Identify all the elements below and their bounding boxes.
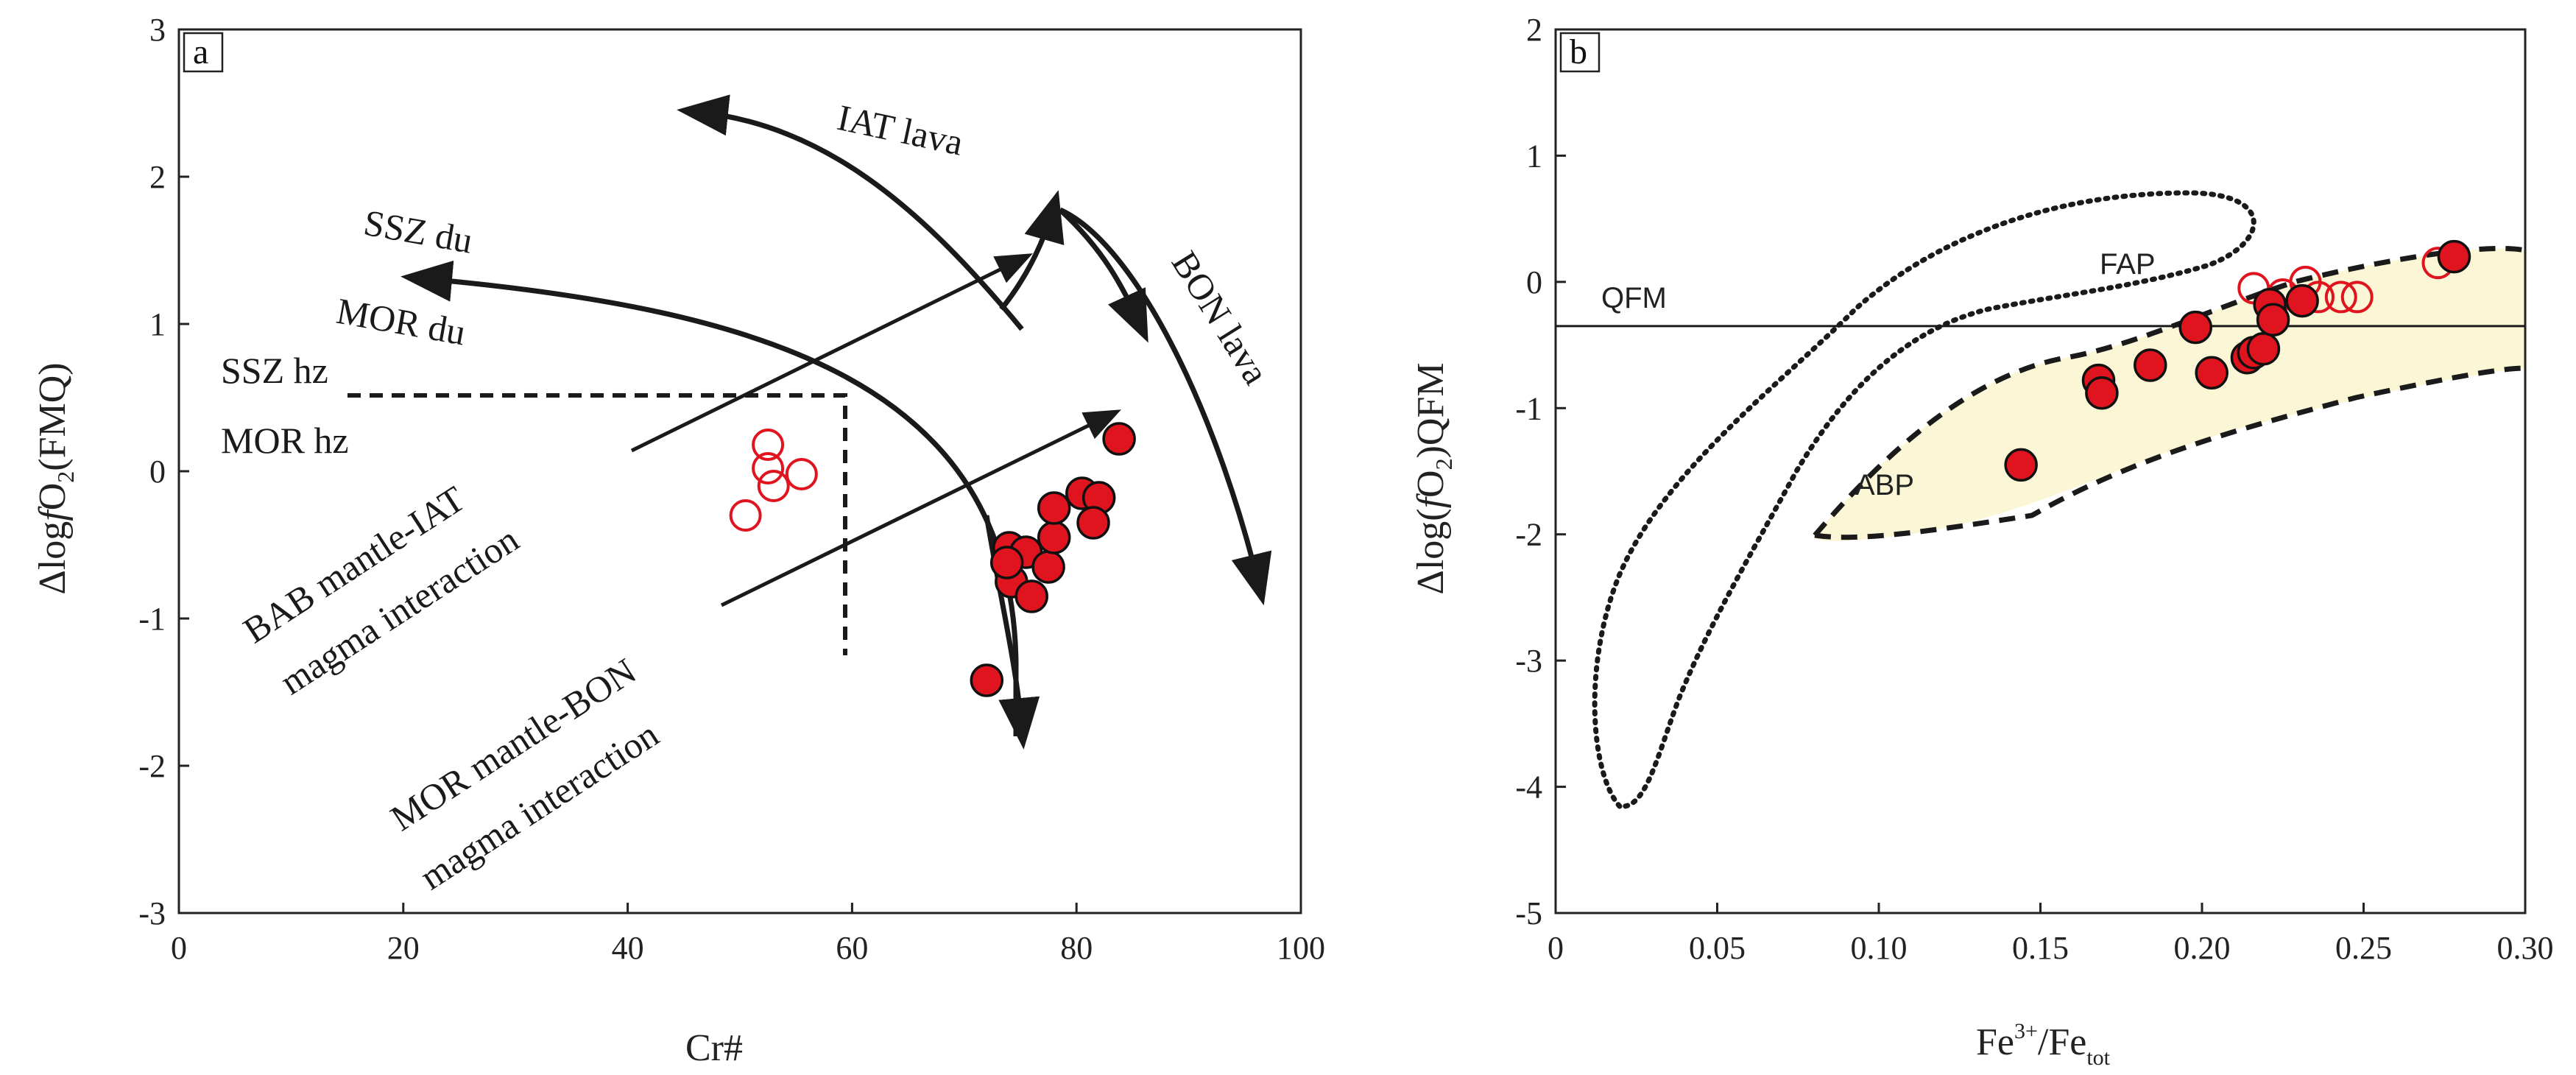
open-point: [757, 470, 790, 502]
y-axis-label-b: Δlog(fO2)QFM: [1410, 362, 1457, 594]
abp-field: [1814, 248, 2525, 541]
panel-label-box-a: [183, 32, 224, 73]
label-ssz-hz: SSZ hz: [221, 350, 328, 391]
label-fap: FAP: [2100, 248, 2156, 281]
iat-lava-arrow-up: [999, 190, 1065, 311]
label-qfm: QFM: [1601, 282, 1667, 314]
tick-labels-a: 0 20 40 60 80 100 3 2 1 0 -1 -2 -3: [138, 12, 1325, 966]
x-tick-label: 0: [171, 930, 187, 966]
label-mor-du: MOR du: [334, 290, 468, 353]
panel-label-a: a: [193, 32, 208, 71]
x-tick-label: 0.05: [1689, 930, 1746, 966]
y-tick-label: -3: [138, 895, 166, 931]
panel-label-b: b: [1570, 32, 1587, 71]
ticks-b: [1554, 28, 2527, 914]
y-tick-label: -2: [1515, 517, 1542, 553]
y-tick-label: -2: [138, 748, 166, 784]
label-iat-lava: IAT lava: [834, 96, 967, 163]
y-axis-label-a: ΔlogfO2(FMQ): [32, 362, 79, 594]
abp-boundary-upper: [1813, 245, 2526, 538]
x-tick-label: 20: [387, 930, 420, 966]
hz-field-boundary: [347, 393, 847, 655]
x-tick-label: 80: [1060, 930, 1093, 966]
plot-frame-a: [177, 28, 1302, 914]
mor-interaction-arrow: [720, 409, 1121, 607]
open-point: [729, 499, 762, 532]
filled-point: [2195, 356, 2229, 390]
y-tick-label: 1: [1526, 138, 1542, 174]
x-tick-label: 0: [1548, 930, 1564, 966]
filled-point: [1076, 506, 1110, 540]
filled-point: [1014, 579, 1048, 613]
x-tick-label: 0.30: [2497, 930, 2554, 966]
x-tick-label: 40: [612, 930, 644, 966]
y-tick-label: 1: [149, 306, 166, 342]
y-tick-label: 3: [149, 12, 166, 48]
ticks-a: [177, 28, 1302, 914]
open-point: [2340, 281, 2374, 314]
filled-point: [1037, 491, 1071, 525]
filled-point: [1102, 422, 1136, 456]
filled-point: [1037, 521, 1071, 554]
abp-boundary-lower: [1814, 365, 2526, 540]
cr-arrow-down: [984, 515, 1040, 750]
open-point: [752, 452, 785, 484]
filled-point: [2004, 448, 2038, 482]
x-axis-label-a: Cr#: [685, 1027, 743, 1069]
bon-lava-arrow-down: [1058, 208, 1148, 343]
x-tick-label: 100: [1277, 930, 1325, 966]
ssz-du-arrow: [400, 260, 1019, 736]
filled-point: [2256, 303, 2290, 337]
label-mor-hz: MOR hz: [221, 420, 349, 461]
filled-point: [1031, 550, 1065, 584]
filled-point: [2178, 310, 2212, 345]
panel-b: 0 0.05 0.10 0.15 0.20 0.25 0.30 2 1 0 -1 -2 -3 -4 -5 b…: [1410, 12, 2554, 1070]
filled-point: [970, 663, 1004, 697]
y-tick-label: -1: [1515, 390, 1542, 426]
y-tick-label: 0: [1526, 264, 1542, 300]
filled-point: [2085, 376, 2119, 410]
points-b: [2004, 239, 2471, 482]
x-tick-label: 60: [836, 930, 868, 966]
x-axis-label-b: Fe3+/Fetot: [1976, 1019, 2111, 1070]
filled-point: [2437, 239, 2471, 274]
x-tick-label: 0.15: [2012, 930, 2069, 966]
filled-point: [2285, 283, 2319, 318]
open-point: [785, 458, 818, 490]
panel-label-box-b: [1559, 32, 1601, 73]
y-tick-label: 2: [1526, 12, 1542, 48]
y-tick-label: -1: [138, 601, 166, 637]
y-tick-label: -5: [1515, 895, 1542, 931]
tick-labels-b: 0 0.05 0.10 0.15 0.20 0.25 0.30 2 1 0 -1 -2 -3 -4 -5: [1515, 12, 2553, 966]
y-tick-label: -3: [1515, 643, 1542, 679]
label-ssz-du: SSZ du: [361, 202, 476, 261]
bon-lava-arrow: [1059, 207, 1272, 606]
label-bon-lava: BON lava: [1164, 244, 1277, 391]
y-tick-label: -4: [1515, 769, 1542, 806]
iat-lava-arrow: [677, 94, 1024, 331]
panel-a: 0 20 40 60 80 100 3 2 1 0 -1 -2 -3 a IAT lava BON la…: [32, 12, 1325, 1069]
points-a: [729, 422, 1136, 697]
open-point: [2324, 281, 2357, 314]
label-abp: ABP: [1855, 469, 1914, 501]
bab-interaction-arrow: [630, 253, 1033, 453]
filled-point: [2134, 348, 2167, 382]
x-tick-label: 0.25: [2335, 930, 2392, 966]
x-tick-label: 0.10: [1851, 930, 1908, 966]
y-tick-label: 0: [149, 454, 166, 490]
y-tick-label: 2: [149, 159, 166, 195]
x-tick-label: 0.20: [2174, 930, 2231, 966]
filled-point: [2246, 331, 2281, 366]
filled-point: [989, 546, 1024, 579]
fap-field: [1592, 190, 2256, 809]
open-point: [752, 429, 785, 461]
